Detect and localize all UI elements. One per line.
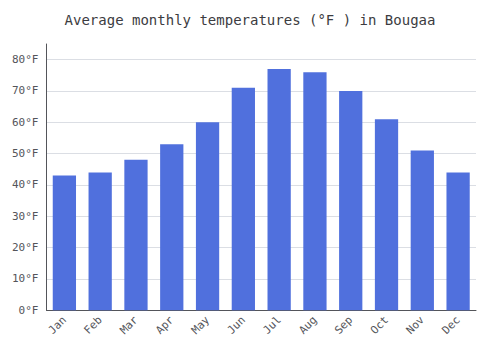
svg-text:Dec: Dec xyxy=(439,314,462,337)
svg-text:Average monthly temperatures (: Average monthly temperatures (°F ) in Bo… xyxy=(65,12,436,28)
svg-text:Oct: Oct xyxy=(368,314,391,337)
svg-text:Jan: Jan xyxy=(46,314,69,337)
svg-text:Jun: Jun xyxy=(225,314,248,337)
svg-text:Feb: Feb xyxy=(82,314,105,337)
svg-text:60°F: 60°F xyxy=(12,116,39,129)
svg-text:40°F: 40°F xyxy=(12,178,39,191)
svg-text:10°F: 10°F xyxy=(12,272,39,285)
svg-text:80°F: 80°F xyxy=(12,53,39,66)
svg-text:Nov: Nov xyxy=(404,313,427,336)
svg-text:Mar: Mar xyxy=(117,313,140,336)
svg-text:70°F: 70°F xyxy=(12,84,39,97)
svg-text:Aug: Aug xyxy=(296,314,319,337)
svg-text:Sep: Sep xyxy=(332,314,355,337)
svg-text:Jul: Jul xyxy=(261,314,284,337)
svg-text:20°F: 20°F xyxy=(12,241,39,254)
svg-text:May: May xyxy=(189,313,212,336)
svg-text:50°F: 50°F xyxy=(12,147,39,160)
svg-text:Apr: Apr xyxy=(153,313,176,336)
svg-text:30°F: 30°F xyxy=(12,210,39,223)
svg-text:0°F: 0°F xyxy=(19,304,39,317)
